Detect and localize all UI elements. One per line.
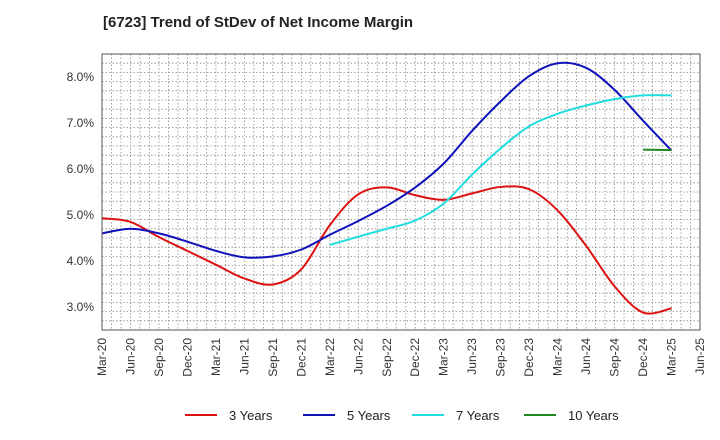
x-tick-label: Mar-21 (209, 338, 223, 376)
legend-label: 10 Years (568, 407, 619, 423)
plot-frame (101, 53, 701, 331)
legend-item: 5 Years (303, 404, 390, 426)
x-tick-label: Mar-23 (437, 338, 451, 376)
series-lines (101, 61, 673, 315)
legend-label: 3 Years (229, 407, 273, 423)
series-line-5-years (101, 61, 673, 259)
series-line-3-years (101, 185, 672, 315)
legend-swatch (524, 414, 556, 416)
x-tick-label: Sep-20 (152, 338, 166, 377)
x-tick-label: Sep-21 (266, 338, 280, 377)
x-tick-label: Dec-20 (180, 338, 194, 377)
y-tick-label: 6.0% (67, 162, 95, 176)
x-tick-label: Sep-24 (608, 338, 622, 377)
y-axis-ticks: 3.0% 4.0% 5.0% 6.0% 7.0% 8.0% (67, 70, 95, 314)
x-tick-label: Sep-23 (494, 338, 508, 377)
legend-item: 10 Years (524, 404, 619, 426)
x-tick-label: Jun-22 (351, 338, 365, 375)
x-tick-label: Jun-23 (465, 338, 479, 375)
x-tick-label: Jun-24 (579, 338, 593, 375)
legend-item: 7 Years (412, 404, 499, 426)
x-tick-label: Mar-20 (95, 338, 109, 376)
legend-label: 5 Years (347, 407, 391, 423)
x-tick-label: Dec-21 (294, 338, 308, 377)
legend-swatch (303, 414, 335, 416)
x-tick-label: Mar-24 (551, 338, 565, 376)
x-tick-label: Mar-25 (665, 338, 679, 376)
x-tick-label: Jun-25 (693, 338, 707, 375)
chart-plot: 3.0% 4.0% 5.0% 6.0% 7.0% 8.0% Mar-20 Jun-20 Sep… (67, 53, 707, 377)
x-tick-label: Jun-20 (123, 338, 137, 375)
x-tick-label: Jun-21 (237, 338, 251, 375)
x-axis-ticks: Mar-20 Jun-20 Sep-20 Dec-20 Mar-21 Jun-21 Sep-… (95, 338, 707, 377)
y-tick-label: 7.0% (67, 116, 95, 130)
series-line-7-years (329, 94, 672, 246)
x-tick-label: Dec-23 (522, 338, 536, 377)
legend-label: 7 Years (456, 407, 500, 423)
y-tick-label: 5.0% (67, 208, 95, 222)
x-tick-label: Mar-22 (323, 338, 337, 376)
legend-item: 3 Years (185, 404, 272, 426)
plot-border (101, 53, 701, 331)
x-tick-label: Dec-24 (636, 338, 650, 377)
legend-swatch (185, 414, 217, 416)
chart-title: [6723] Trend of StDev of Net Income Marg… (103, 14, 414, 31)
x-tick-label: Sep-22 (380, 338, 394, 377)
x-tick-label: Dec-22 (408, 338, 422, 377)
y-tick-label: 3.0% (67, 300, 95, 314)
legend: 3 Years 5 Years 7 Years 10 Years (0, 404, 720, 426)
legend-swatch (412, 414, 444, 416)
y-tick-label: 4.0% (67, 254, 95, 268)
y-tick-label: 8.0% (67, 70, 95, 84)
